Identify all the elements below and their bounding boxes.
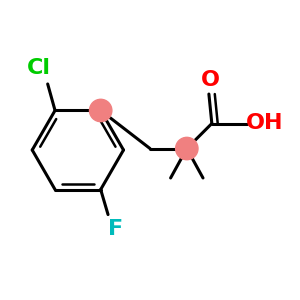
Text: Cl: Cl	[27, 58, 51, 78]
Circle shape	[176, 137, 198, 160]
Text: O: O	[201, 70, 220, 90]
Circle shape	[89, 99, 112, 122]
Text: F: F	[108, 219, 123, 239]
Text: OH: OH	[245, 113, 283, 134]
